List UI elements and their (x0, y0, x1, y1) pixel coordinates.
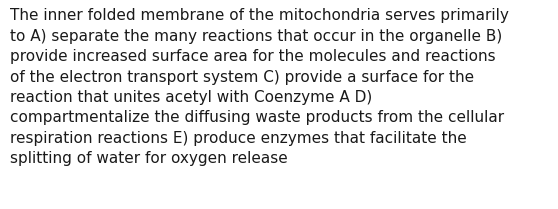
Text: The inner folded membrane of the mitochondria serves primarily
to A) separate th: The inner folded membrane of the mitocho… (10, 8, 509, 166)
